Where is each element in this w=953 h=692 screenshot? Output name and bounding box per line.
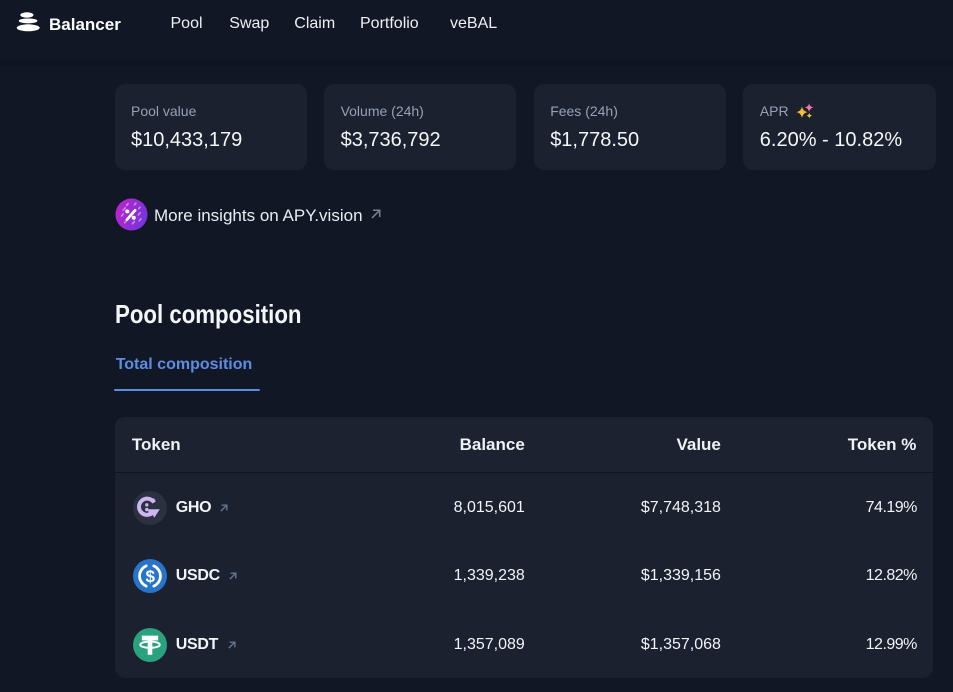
svg-text:$: $	[145, 567, 155, 586]
